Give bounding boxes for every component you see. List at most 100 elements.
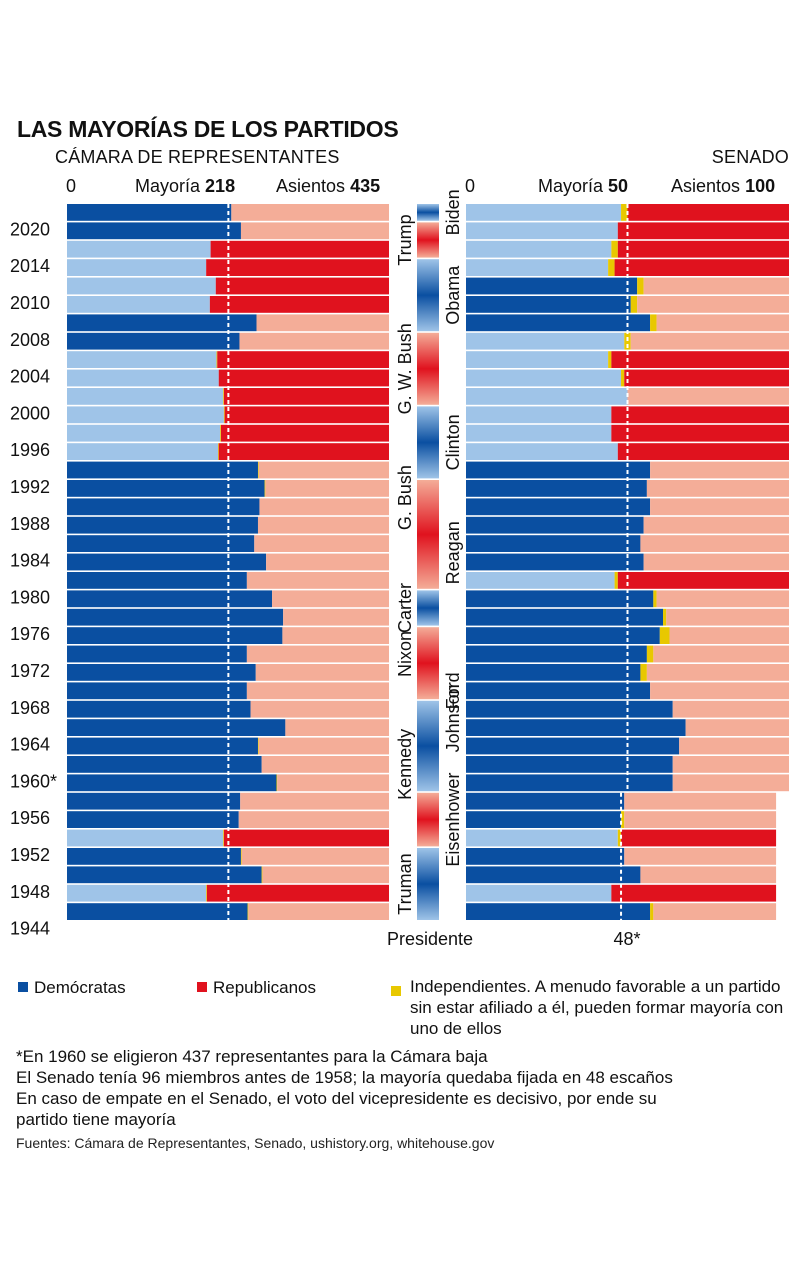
president-dem-segment [417, 259, 439, 332]
footnotes: *En 1960 se eligieron 437 representantes… [16, 1046, 800, 1154]
senate-ind-bar [621, 369, 625, 387]
senate-rep-bar [611, 424, 789, 442]
senate-rep-bar [650, 498, 789, 516]
senate-rep-bar [672, 700, 789, 718]
senate-dem-bar [466, 369, 622, 387]
house-majority-value: 218 [205, 176, 236, 196]
house-dem-bar [67, 314, 257, 332]
president-rep-segment [417, 222, 439, 258]
senate-rep-bar [685, 719, 789, 736]
senate-ind-bar [621, 204, 628, 221]
senate-dem-bar [466, 811, 622, 828]
house-rep-bar [272, 590, 389, 608]
house-dem-bar [67, 590, 273, 608]
president-label: Trump [395, 214, 415, 265]
senate-dem-bar [466, 572, 615, 589]
president-label: Truman [395, 853, 415, 914]
senate-majority-48-label: 48* [614, 929, 641, 949]
year-label: 1988 [10, 514, 50, 534]
senate-rep-bar [672, 774, 789, 792]
house-rep-bar [250, 700, 389, 718]
senate-dem-bar [466, 645, 647, 663]
house-rep-bar [218, 443, 389, 460]
house-rep-bar [217, 351, 389, 368]
legend-republicans: Republicanos [197, 978, 316, 998]
senate-dem-bar [466, 848, 625, 865]
year-label: 2008 [10, 330, 50, 350]
senate-ind-bar [624, 332, 631, 350]
senate-rep-bar [611, 884, 777, 902]
house-dem-bar [67, 424, 221, 442]
house-dem-bar [67, 296, 210, 313]
house-dem-bar [67, 682, 247, 700]
senate-ind-bar [663, 608, 667, 626]
senate-rep-bar [624, 848, 777, 865]
senate-rep-bar [611, 406, 789, 424]
house-dem-bar [67, 240, 211, 258]
senate-rep-bar [646, 480, 789, 497]
senate-rep-bar [650, 461, 789, 479]
senate-dem-bar [466, 884, 612, 902]
year-label: 1968 [10, 698, 50, 718]
senate-dem-bar [466, 700, 673, 718]
house-dem-bar [67, 572, 247, 589]
senate-rep-bar [653, 903, 777, 920]
senate-dem-bar [466, 204, 622, 221]
house-seats-label: Asientos 435 [276, 176, 381, 196]
president-dem-segment [417, 406, 439, 479]
senate-rep-bar [643, 553, 789, 571]
year-label: 1972 [10, 661, 50, 681]
house-rep-bar [218, 369, 389, 387]
house-section-title: CÁMARA DE REPRESENTANTES [55, 147, 340, 167]
senate-rep-bar [617, 240, 789, 258]
house-rep-bar [220, 424, 389, 442]
senate-ind-bar [614, 572, 618, 589]
senate-dem-bar [466, 535, 641, 552]
house-dem-bar [67, 700, 251, 718]
president-dem-segment [417, 848, 439, 920]
senate-dem-bar [466, 866, 641, 884]
house-axis-zero: 0 [66, 176, 77, 196]
senate-dem-bar [466, 406, 612, 424]
president-axis-label: Presidente [387, 929, 473, 949]
senate-ind-bar [630, 296, 638, 313]
house-rep-bar [258, 737, 389, 755]
house-dem-bar [67, 829, 224, 847]
president-label: Biden [443, 189, 463, 235]
house-ind-bar [261, 866, 263, 884]
footnote-tie-rule: En caso de empate en el Senado, el voto … [16, 1089, 657, 1108]
year-label: 1992 [10, 477, 50, 497]
president-label: Nixon [395, 631, 415, 677]
senate-dem-bar [466, 590, 654, 608]
house-dem-bar [67, 903, 248, 920]
year-label: 1956 [10, 808, 50, 828]
house-rep-bar [224, 406, 389, 424]
president-label: Eisenhower [443, 773, 463, 867]
president-rep-segment [417, 332, 439, 405]
president-label: Clinton [443, 414, 463, 470]
year-label: 2014 [10, 256, 50, 276]
house-dem-bar [67, 866, 262, 884]
president-label: Obama [443, 265, 463, 325]
footnote-tie-rule-cont: partido tiene mayoría [16, 1110, 176, 1129]
house-dem-bar [67, 332, 240, 350]
house-dem-bar [67, 848, 241, 865]
year-label: 2000 [10, 403, 50, 423]
house-dem-bar [67, 222, 241, 240]
footnote-1960: *En 1960 se eligieron 437 representantes… [16, 1047, 488, 1066]
senate-rep-bar [650, 682, 789, 700]
house-seats-value: 435 [350, 176, 381, 196]
house-rep-bar [254, 535, 389, 552]
senate-dem-bar [466, 737, 680, 755]
house-dem-bar [67, 792, 241, 810]
president-label: Carter [395, 583, 415, 633]
house-dem-bar [67, 884, 207, 902]
senate-rep-bar [627, 204, 789, 221]
president-label: Johnson [443, 684, 463, 752]
senate-majority-value: 50 [608, 176, 629, 196]
senate-rep-bar [637, 296, 789, 313]
house-rep-bar [277, 774, 389, 792]
senate-dem-bar [466, 443, 618, 460]
senate-dem-bar [466, 829, 618, 847]
house-rep-bar [246, 682, 389, 700]
